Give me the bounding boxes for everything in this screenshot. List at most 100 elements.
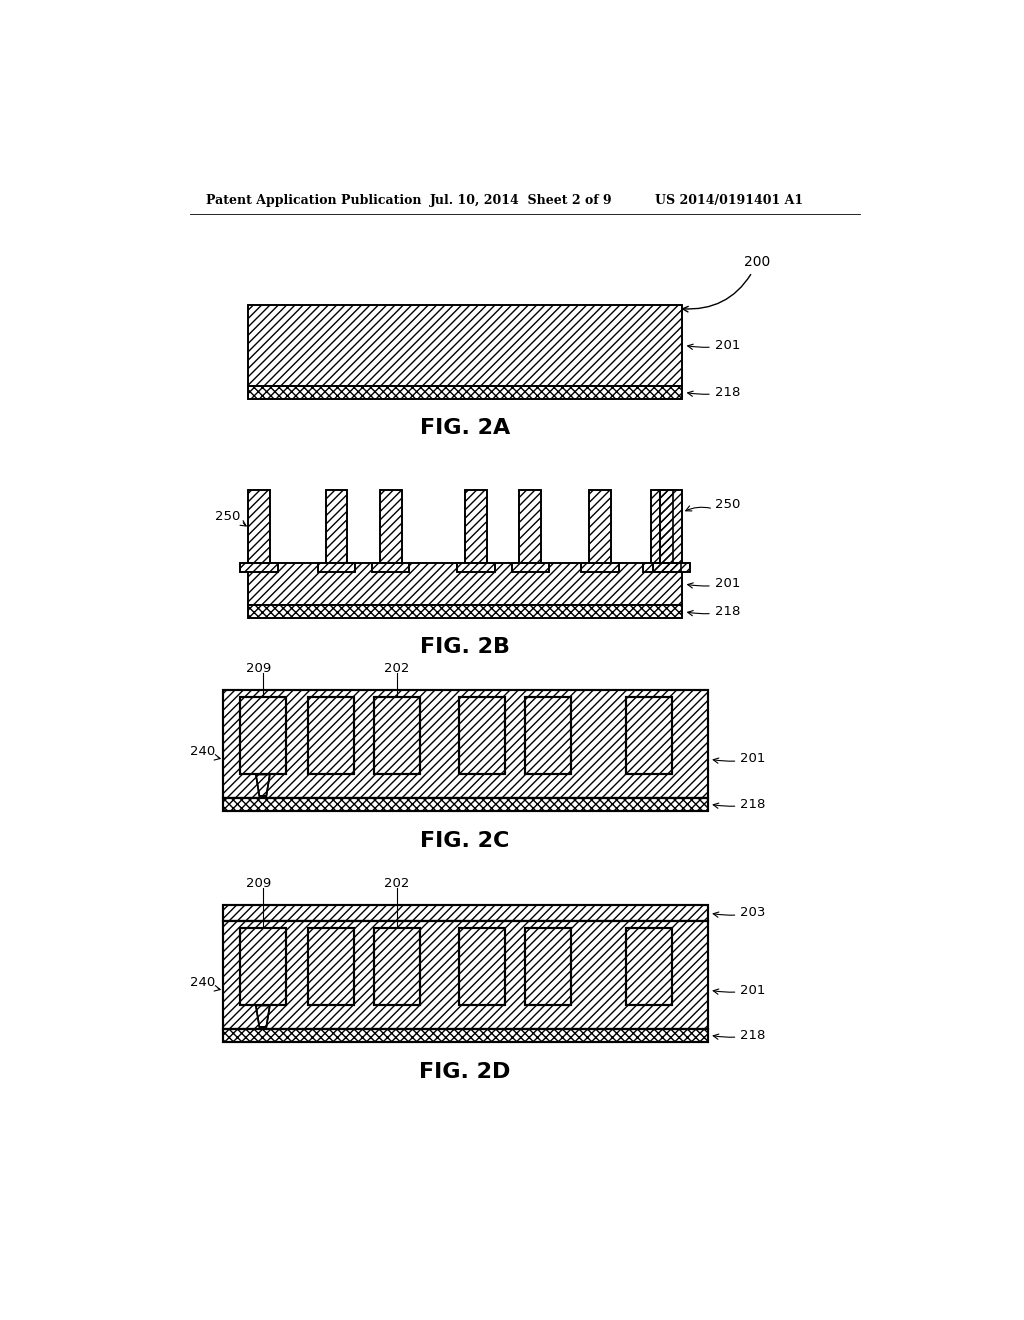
Text: 202: 202 xyxy=(384,661,410,675)
Bar xyxy=(626,697,672,775)
Bar xyxy=(582,562,618,572)
Text: Patent Application Publication: Patent Application Publication xyxy=(206,194,421,207)
Bar xyxy=(372,562,410,572)
Bar xyxy=(240,697,286,775)
Polygon shape xyxy=(256,775,270,796)
Bar xyxy=(241,562,278,572)
Bar xyxy=(512,562,549,572)
Bar xyxy=(459,928,506,1006)
Text: 240: 240 xyxy=(189,744,215,758)
Bar xyxy=(660,490,682,562)
Bar xyxy=(524,697,571,775)
Bar xyxy=(380,490,401,562)
Text: 240: 240 xyxy=(189,975,215,989)
Bar xyxy=(222,1028,708,1041)
Bar xyxy=(241,562,278,572)
Bar xyxy=(465,490,486,562)
Text: 203: 203 xyxy=(713,907,766,920)
Text: FIG. 2D: FIG. 2D xyxy=(420,1063,511,1082)
Bar xyxy=(589,490,611,562)
Text: US 2014/0191401 A1: US 2014/0191401 A1 xyxy=(655,194,803,207)
Text: FIG. 2A: FIG. 2A xyxy=(420,418,510,438)
Bar xyxy=(248,305,682,385)
Text: 200: 200 xyxy=(683,255,770,312)
Bar xyxy=(582,562,618,572)
Text: 209: 209 xyxy=(247,661,271,675)
Text: 218: 218 xyxy=(688,385,740,399)
Bar xyxy=(626,697,672,775)
Text: 250: 250 xyxy=(215,510,241,523)
Text: 218: 218 xyxy=(713,1028,766,1041)
Bar xyxy=(512,562,549,572)
Bar xyxy=(459,928,506,1006)
Bar xyxy=(372,562,410,572)
Bar xyxy=(651,490,673,562)
Bar xyxy=(240,928,286,1006)
Bar xyxy=(643,562,681,572)
Bar xyxy=(465,490,486,562)
Bar xyxy=(643,562,681,572)
Bar xyxy=(651,490,673,562)
Bar xyxy=(222,906,708,921)
Text: 201: 201 xyxy=(688,339,740,351)
Bar xyxy=(660,490,682,562)
Bar xyxy=(222,921,708,1028)
Bar xyxy=(248,305,682,385)
Bar xyxy=(222,797,708,810)
Bar xyxy=(248,490,270,562)
Bar xyxy=(222,921,708,1028)
Bar xyxy=(308,928,354,1006)
Bar xyxy=(308,928,354,1006)
Bar xyxy=(317,562,355,572)
Bar xyxy=(374,928,420,1006)
Bar xyxy=(240,697,286,775)
Bar xyxy=(308,697,354,775)
Bar xyxy=(317,562,355,572)
Bar xyxy=(652,562,690,572)
Bar xyxy=(380,490,401,562)
Bar xyxy=(626,928,672,1006)
Bar xyxy=(374,928,420,1006)
Bar xyxy=(524,928,571,1006)
Bar xyxy=(374,697,420,775)
Bar xyxy=(240,928,286,1006)
Bar xyxy=(248,605,682,618)
Polygon shape xyxy=(256,1006,270,1027)
Bar xyxy=(524,697,571,775)
Bar xyxy=(519,490,541,562)
Bar xyxy=(222,906,708,921)
Bar xyxy=(652,562,690,572)
Text: FIG. 2C: FIG. 2C xyxy=(421,832,510,851)
Bar xyxy=(326,490,347,562)
Text: 209: 209 xyxy=(247,878,271,890)
Bar xyxy=(248,385,682,399)
Bar xyxy=(589,490,611,562)
Bar xyxy=(458,562,495,572)
Text: 201: 201 xyxy=(713,983,766,997)
Text: Jul. 10, 2014  Sheet 2 of 9: Jul. 10, 2014 Sheet 2 of 9 xyxy=(430,194,613,207)
Bar xyxy=(248,385,682,399)
Bar xyxy=(222,689,708,797)
Bar xyxy=(459,697,506,775)
Bar xyxy=(248,562,682,605)
Text: 202: 202 xyxy=(384,878,410,890)
Bar xyxy=(222,797,708,810)
Bar xyxy=(248,490,270,562)
Bar xyxy=(458,562,495,572)
Text: 218: 218 xyxy=(713,797,766,810)
Bar xyxy=(519,490,541,562)
Text: 250: 250 xyxy=(715,499,740,511)
Bar xyxy=(248,562,682,605)
Text: 218: 218 xyxy=(688,605,740,618)
Text: 201: 201 xyxy=(713,752,766,766)
Bar xyxy=(248,605,682,618)
Bar xyxy=(374,697,420,775)
Bar xyxy=(308,697,354,775)
Bar xyxy=(524,928,571,1006)
Text: 201: 201 xyxy=(688,577,740,590)
Bar xyxy=(326,490,347,562)
Bar xyxy=(222,689,708,797)
Bar xyxy=(459,697,506,775)
Bar xyxy=(626,928,672,1006)
Text: FIG. 2B: FIG. 2B xyxy=(420,638,510,657)
